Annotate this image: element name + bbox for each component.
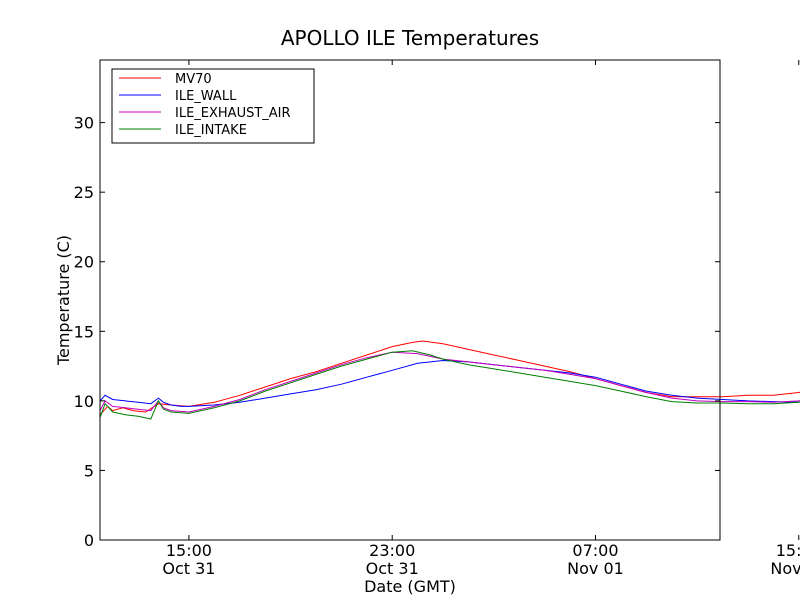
series-line-mv70 bbox=[99, 340, 800, 416]
y-tick-label: 10 bbox=[74, 392, 94, 411]
chart-title: APOLLO ILE Temperatures bbox=[281, 26, 539, 50]
x-tick-label-time: 23:00 bbox=[369, 541, 415, 560]
y-tick-label: 20 bbox=[74, 253, 94, 272]
series-line-ile-wall bbox=[99, 359, 800, 407]
y-tick-label: 0 bbox=[84, 531, 94, 550]
x-tick-label-date: Oct 31 bbox=[162, 559, 215, 578]
x-tick-label-time: 07:00 bbox=[572, 541, 618, 560]
y-tick-label: 5 bbox=[84, 461, 94, 480]
legend-label-ile-exhaust-air: ILE_EXHAUST_AIR bbox=[175, 106, 291, 121]
y-axis-title: Temperature (C) bbox=[54, 235, 73, 366]
series-layer bbox=[99, 340, 800, 420]
series-line-ile-intake bbox=[99, 350, 800, 420]
y-tick-label: 25 bbox=[74, 183, 94, 202]
y-tick-label: 15 bbox=[74, 322, 94, 341]
legend-label-ile-wall: ILE_WALL bbox=[175, 89, 237, 104]
series-line-ile-exhaust-air bbox=[99, 351, 800, 413]
plot-frame bbox=[99, 59, 721, 541]
legend-label-ile-intake: ILE_INTAKE bbox=[175, 123, 247, 138]
legend-label-mv70: MV70 bbox=[175, 72, 212, 87]
x-tick-label-time: 15:00 bbox=[776, 541, 800, 560]
y-tick-label: 30 bbox=[74, 114, 94, 133]
x-tick-label-date: Nov 01 bbox=[770, 559, 800, 578]
x-tick-label-time: 15:00 bbox=[166, 541, 212, 560]
x-axis-title: Date (GMT) bbox=[364, 577, 456, 596]
x-tick-label-date: Oct 31 bbox=[366, 559, 419, 578]
x-tick-label-date: Nov 01 bbox=[567, 559, 624, 578]
legend-frame bbox=[111, 68, 315, 144]
legend: MV70 ILE_WALL ILE_EXHAUST_AIR ILE_INTAKE bbox=[111, 68, 315, 144]
